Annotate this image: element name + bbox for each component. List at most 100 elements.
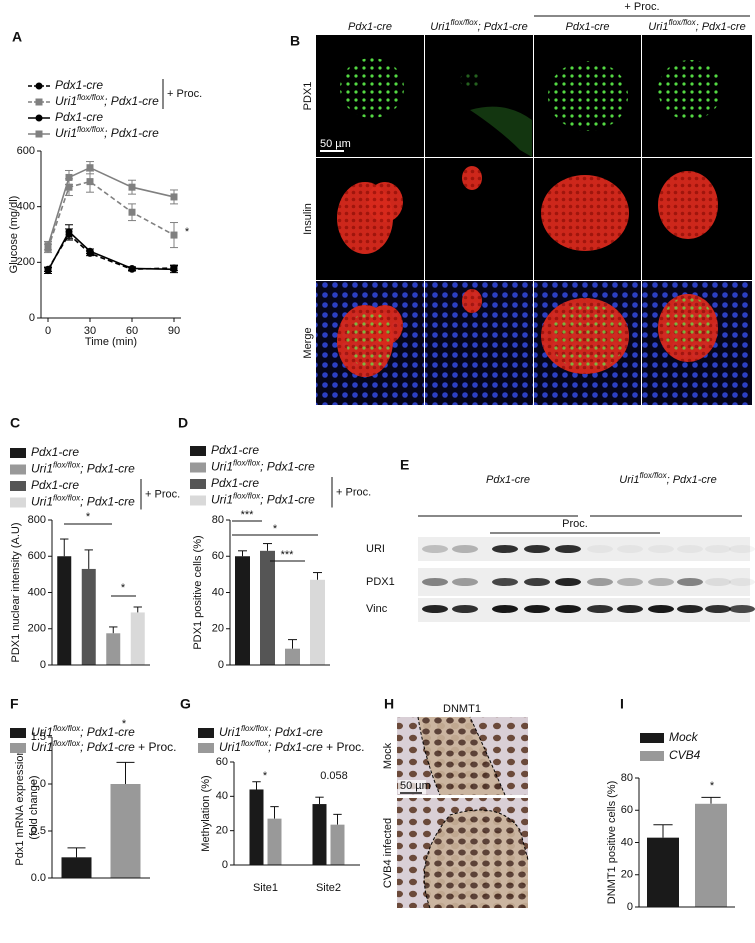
text-part: ; Pdx1-cre (80, 740, 135, 754)
bar (330, 824, 345, 865)
legend-swatch (10, 448, 26, 458)
legend-swatch (190, 495, 206, 506)
text-part: Uri1 (211, 493, 233, 507)
insulin-signal (462, 166, 482, 190)
islet-region (418, 717, 505, 795)
legend-swatch (190, 446, 206, 456)
pdx1-signal (340, 58, 404, 118)
legend-label: Pdx1-cre (55, 110, 103, 124)
legend-label: Uri1flox/flox; Pdx1-cre (31, 461, 135, 476)
x-axis-label: Time (min) (85, 336, 137, 348)
text-part: ; Pdx1-cre (260, 460, 315, 474)
text-part: flox/flox (233, 492, 261, 501)
insulin-signal (658, 171, 718, 239)
row-label: Mock (382, 742, 394, 769)
legend-label: CVB4 (669, 748, 701, 762)
text-part: Uri1 (31, 495, 53, 509)
islet-outline (417, 716, 506, 796)
y-axis-label: (fold change) (28, 775, 40, 839)
point (65, 183, 73, 191)
y-tick-label: 0 (40, 659, 46, 671)
blot-band (729, 545, 755, 553)
legend-marker (35, 82, 43, 90)
text-part: Uri1 (55, 94, 77, 108)
annotation: * (710, 780, 715, 792)
blot-band (729, 605, 755, 613)
autofluorescence (470, 106, 532, 157)
text-part: + Proc. (323, 740, 365, 754)
text-part: Uri1 (211, 460, 233, 474)
y-tick-label: 200 (28, 623, 46, 635)
treatment-label: Proc. (562, 518, 588, 530)
text-part: ; Pdx1-cre (260, 493, 315, 507)
point (86, 178, 94, 186)
y-tick-label: 600 (17, 145, 35, 157)
bar (235, 556, 250, 665)
group-label: Pdx1-cre (486, 474, 530, 486)
panel-label: I (620, 696, 624, 712)
blot-band (524, 545, 550, 553)
bar (267, 818, 282, 865)
y-tick-label: 60 (621, 804, 633, 816)
point (44, 267, 52, 275)
text-part: ; Pdx1-cre (268, 725, 323, 739)
annotation: 0.058 (320, 770, 348, 782)
panel-label: C (10, 415, 20, 431)
y-tick-label: 1.0 (31, 778, 46, 790)
insulin-signal (541, 175, 629, 251)
blot-band (677, 545, 703, 553)
scale-bar-label: 50 µm (400, 780, 431, 792)
blot-band (492, 545, 518, 553)
text-part: + Proc. (336, 486, 371, 498)
legend-swatch (198, 728, 214, 738)
legend-label: Pdx1-cre (211, 476, 259, 490)
blot-band (452, 578, 478, 586)
blot-band (648, 545, 674, 553)
text-part: Uri1 (55, 126, 77, 140)
bar (57, 556, 72, 665)
legend-swatch (10, 497, 26, 508)
legend-label: Uri1flox/flox; Pdx1-cre + Proc. (31, 739, 177, 754)
y-tick-label: 20 (216, 825, 228, 837)
legend-swatch (190, 479, 206, 489)
legend-marker (35, 114, 43, 122)
y-tick-label: 200 (17, 256, 35, 268)
blot-band (492, 605, 518, 613)
x-tick-label: 30 (84, 325, 96, 337)
y-tick-label: 0 (222, 859, 228, 871)
y-axis-label: Methylation (%) (200, 775, 212, 851)
text-part: flox/flox (639, 471, 667, 480)
blot-band (555, 578, 581, 586)
panel-label: H (384, 696, 394, 712)
legend-swatch (198, 743, 214, 753)
x-tick-label: 90 (168, 325, 180, 337)
text-part: ; Pdx1-cre (80, 725, 135, 739)
bar (312, 804, 327, 865)
column-header: Uri1flox/flox; Pdx1-cre (430, 18, 527, 33)
row-label: Insulin (302, 203, 314, 235)
series-line (47, 180, 175, 249)
bar (249, 789, 264, 865)
blot-band (617, 605, 643, 613)
legend-group-label: + Proc. (167, 88, 202, 100)
legend-swatch (10, 743, 26, 753)
y-tick-label: 400 (28, 586, 46, 598)
blot-band (705, 578, 731, 586)
y-tick-label: 800 (28, 514, 46, 526)
y-tick-label: 80 (621, 772, 633, 784)
y-tick-label: 60 (212, 550, 224, 562)
blot-band (729, 578, 755, 586)
legend-label: Uri1flox/flox; Pdx1-cre (31, 724, 135, 739)
legend-label: Uri1flox/flox; Pdx1-cre (211, 492, 315, 507)
scale-bar-label: 50 µm (320, 138, 351, 150)
blot-band (587, 545, 613, 553)
y-axis-label: Glucose (mg/dl) (8, 196, 20, 274)
blot-strip (418, 537, 750, 561)
bar (260, 550, 275, 665)
bar (310, 579, 325, 665)
point (44, 242, 52, 250)
blot-band (617, 545, 643, 553)
text-part: flox/flox (450, 18, 478, 27)
panel-label: A (12, 29, 22, 45)
